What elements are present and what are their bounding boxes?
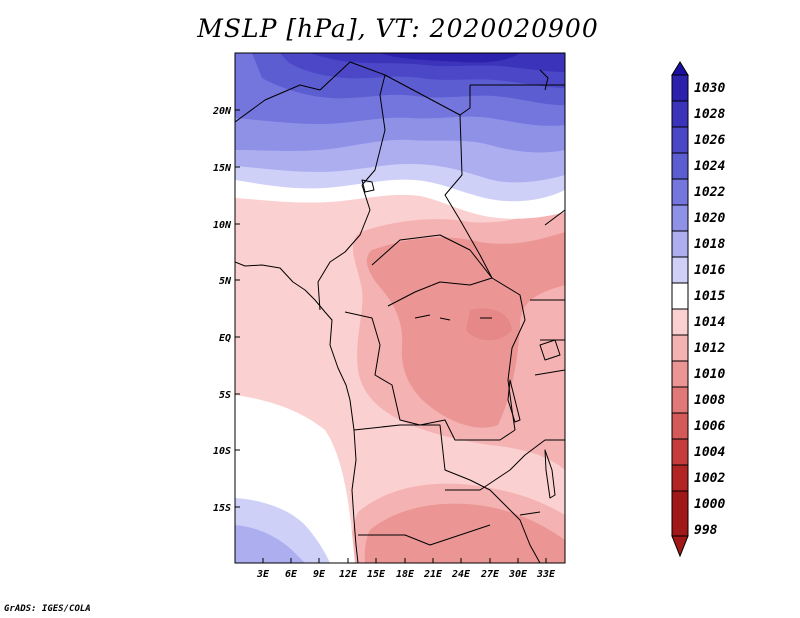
border-south <box>358 524 491 546</box>
map-frame <box>234 52 566 564</box>
lake-kariba <box>519 511 541 516</box>
field-1028-north <box>380 53 520 63</box>
longitude-axis: 3E 6E 9E 12E 15E 18E 21E 24E 27E 30E 33E <box>256 558 556 580</box>
colorbar-level-label: 1014 <box>694 315 725 330</box>
west-coastline <box>235 261 359 563</box>
colorbar-cell <box>671 412 689 440</box>
border-east-3 <box>534 369 565 376</box>
border-zambia <box>445 439 565 491</box>
map-title: MSLP [hPa], VT: 2020020900 <box>197 14 599 43</box>
colorbar-level-label: 1015 <box>694 289 725 304</box>
colorbar-level-label: 1012 <box>694 341 725 356</box>
grads-credit: GrADS: IGES/COLA <box>4 604 91 614</box>
lat-label: 20N <box>212 106 232 117</box>
lat-label: 5N <box>219 276 232 287</box>
colorbar-cell <box>671 308 689 336</box>
colorbar-cell <box>671 126 689 154</box>
border-east-4 <box>544 209 565 226</box>
colorbar-cell <box>671 464 689 492</box>
colorbar-level-label: 1000 <box>694 497 725 512</box>
colorbar-level-label: 1030 <box>694 81 725 96</box>
colorbar-cell <box>671 230 689 258</box>
colorbar-level-label: 1004 <box>694 445 725 460</box>
lake-victoria <box>539 339 561 361</box>
lon-label: 9E <box>313 569 326 580</box>
border-cameroon <box>317 184 371 311</box>
border-sudan <box>459 85 471 116</box>
lat-label: 15N <box>213 163 232 174</box>
border-drc-east <box>491 277 526 431</box>
colorbar-bottom-arrow <box>671 535 689 558</box>
lon-label: 24E <box>451 569 471 580</box>
lat-label: 5S <box>219 390 231 401</box>
lon-label: 15E <box>367 569 386 580</box>
colorbar-cell <box>671 178 689 206</box>
field-1008-central <box>366 232 565 428</box>
colorbar-level-label: 1024 <box>694 159 725 174</box>
colorbar-cell <box>671 360 689 388</box>
lat-label: 10N <box>213 220 232 231</box>
colorbar-level-label: 1028 <box>694 107 725 122</box>
border-north-1 <box>319 61 386 186</box>
lon-label: 33E <box>536 569 556 580</box>
lat-label: 15S <box>213 503 231 514</box>
colorbar-level-label: 1016 <box>694 263 725 278</box>
lat-label: 10S <box>213 446 231 457</box>
colorbar-top-arrow <box>671 61 689 76</box>
lake-malawi <box>544 449 556 499</box>
colorbar-level-label: 1008 <box>694 393 725 408</box>
colorbar-level-label: 998 <box>694 523 718 538</box>
field-1016-southwest <box>235 525 305 563</box>
colorbar-cell <box>671 100 689 128</box>
colorbar-cell <box>671 152 689 180</box>
lon-label: 27E <box>480 569 500 580</box>
lon-label: 3E <box>256 569 270 580</box>
nile-region-coast <box>539 69 549 91</box>
lake-chad <box>361 179 375 193</box>
border-congo <box>344 311 516 441</box>
colorbar-level-label: 1022 <box>694 185 725 200</box>
colorbar-cell <box>671 490 689 537</box>
lon-label: 30E <box>508 569 528 580</box>
lat-label: EQ <box>219 333 231 344</box>
latitude-axis: 20N 15N 10N 5N EQ 5S 10S 15S <box>212 106 240 514</box>
colorbar-level-label: 1002 <box>694 471 725 486</box>
field-1006-central <box>466 308 512 341</box>
colorbar-cell <box>671 334 689 362</box>
colorbar-level-label: 1026 <box>694 133 725 148</box>
colorbar-cell <box>671 256 689 284</box>
colorbar: 1030 1028 1026 1024 1022 1020 1018 1016 … <box>671 61 725 558</box>
colorbar-cell <box>671 438 689 466</box>
colorbar-level-label: 1006 <box>694 419 725 434</box>
colorbar-level-label: 1018 <box>694 237 725 252</box>
colorbar-level-label: 1010 <box>694 367 725 382</box>
pressure-fields <box>235 53 565 563</box>
border-north-2 <box>235 84 321 123</box>
border-angola <box>353 424 541 563</box>
lon-label: 12E <box>339 569 358 580</box>
colorbar-level-label: 1020 <box>694 211 725 226</box>
colorbar-cell <box>671 386 689 414</box>
lake-tanganyika <box>507 379 521 423</box>
colorbar-cell <box>671 204 689 232</box>
colorbar-cell <box>671 74 689 102</box>
colorbar-cell <box>671 282 689 310</box>
lon-label: 18E <box>396 569 415 580</box>
lakes-congo-basin <box>414 314 492 321</box>
lon-label: 6E <box>285 569 298 580</box>
coastlines-borders <box>235 61 565 563</box>
lon-label: 21E <box>423 569 443 580</box>
